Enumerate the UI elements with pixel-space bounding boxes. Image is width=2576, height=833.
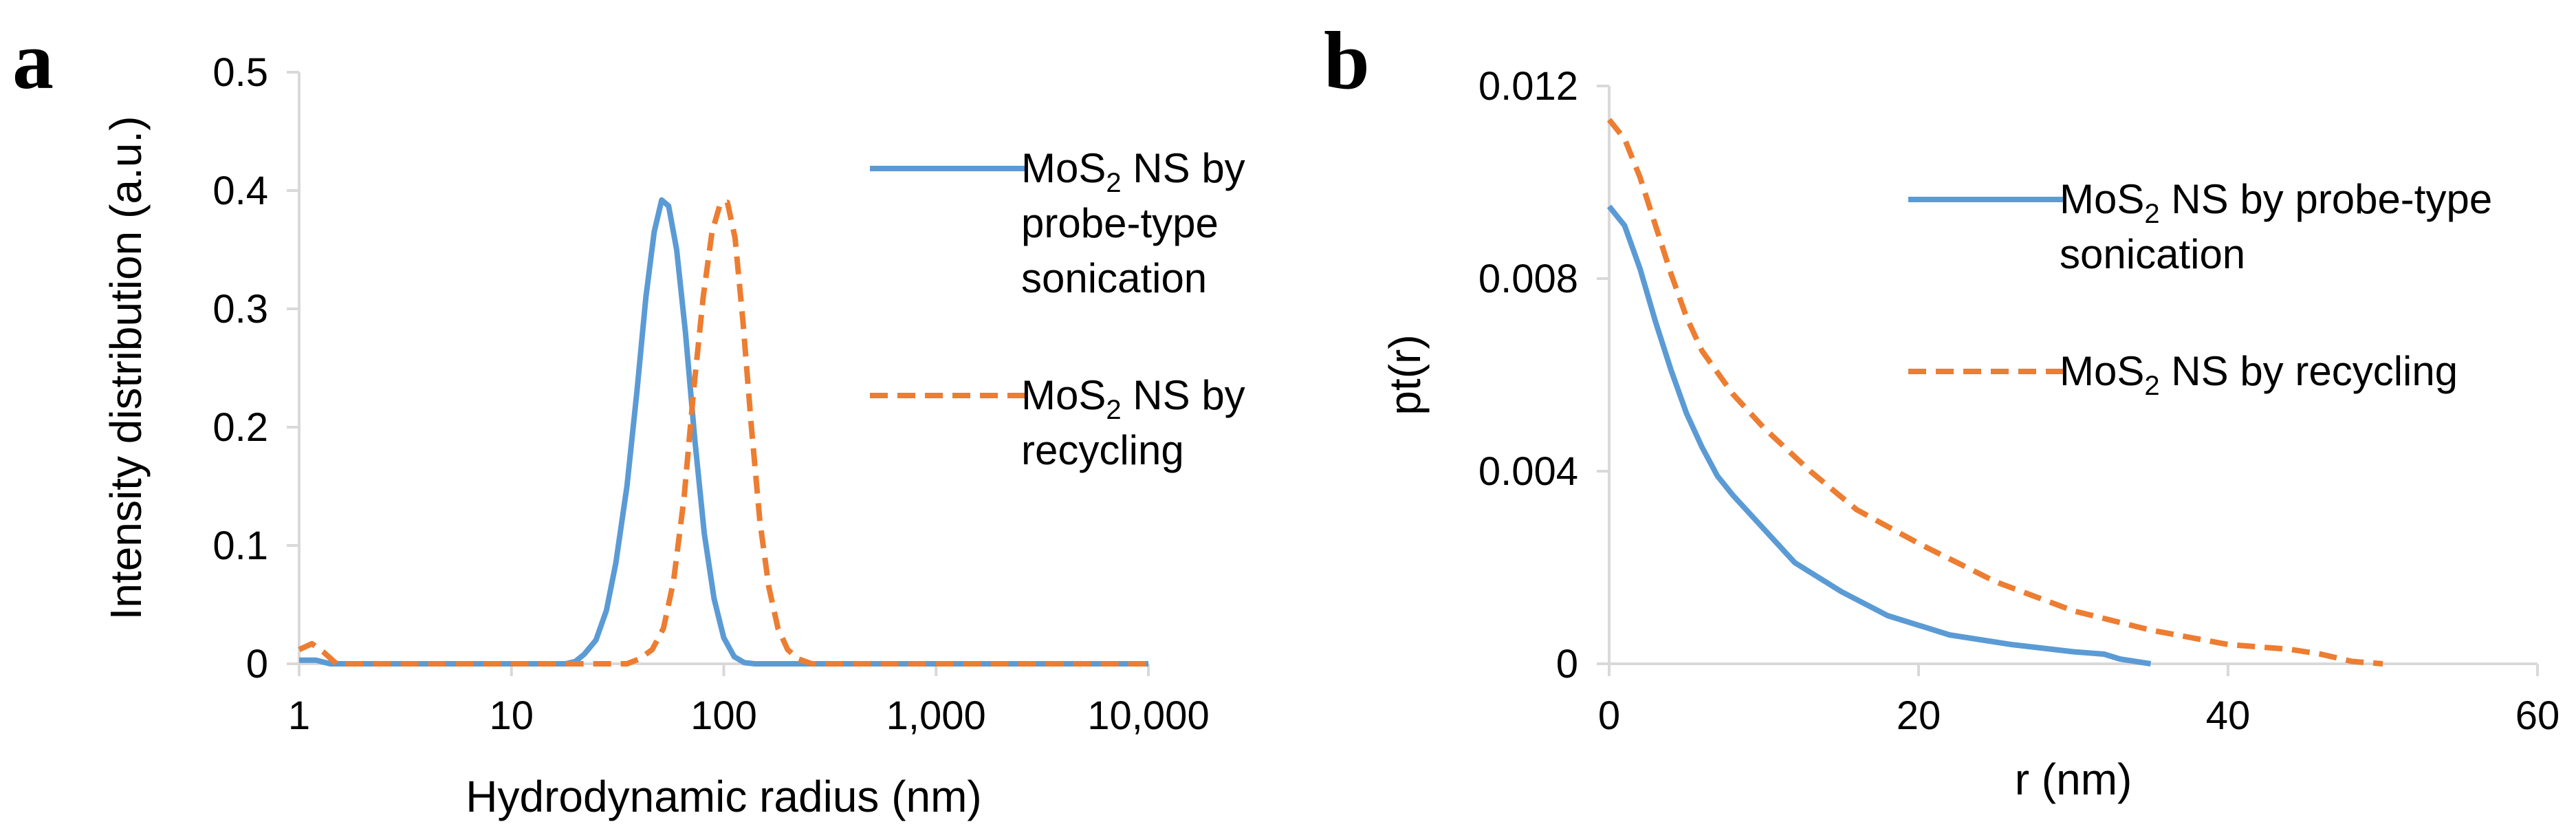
- x-tick-label: 1,000: [886, 693, 986, 738]
- legend-label-2: MoS2 NS by: [1021, 372, 1245, 425]
- legend-label-2: recycling: [1021, 427, 1184, 473]
- legend-label-2: MoS2 NS by recycling: [2060, 348, 2458, 401]
- panel-b: b 0 0.004 0.008 0.012 0 20 40 60 r (nm) pt(r) MoS2 …: [1324, 14, 2559, 804]
- x-tick-label: 10,000: [1087, 693, 1209, 738]
- x-tick-label: 40: [2206, 693, 2251, 738]
- y-axis-title: pt(r): [1380, 334, 1430, 415]
- y-tick-label: 0.012: [1478, 64, 1578, 109]
- panel-label: a: [12, 14, 54, 106]
- y-tick-label: 0.008: [1478, 257, 1578, 301]
- x-tick-label: 0: [1598, 693, 1620, 738]
- panel-a: a 0 0.1 0.2 0.3 0.4 0.5 1 10 100 1,000 10,000 Hydrod…: [12, 14, 1245, 821]
- x-tick-label: 10: [489, 693, 534, 738]
- y-tick-label: 0.1: [212, 523, 268, 568]
- y-tick-label: 0: [1556, 642, 1578, 686]
- y-axis-title: Intensity distribution (a.u.): [101, 116, 151, 620]
- x-tick-label: 20: [1897, 693, 1941, 738]
- legend-label-1: probe-type: [1021, 200, 1219, 246]
- x-tick-label: 1: [288, 693, 310, 738]
- legend-label-1: sonication: [2060, 231, 2245, 277]
- series-line-2: [298, 199, 1148, 667]
- y-tick-label: 0.004: [1478, 449, 1578, 494]
- y-tick-label: 0.2: [212, 405, 268, 450]
- legend-label-1: MoS2 NS by: [1021, 145, 1245, 198]
- legend-label-1: MoS2 NS by probe-type: [2060, 176, 2492, 229]
- series-line-2: [1606, 118, 2383, 667]
- series-line-1: [1606, 204, 2152, 667]
- x-axis-title: r (nm): [2015, 755, 2132, 804]
- legend-label-1: sonication: [1021, 255, 1207, 301]
- y-tick-label: 0.4: [212, 169, 268, 213]
- x-tick-label: 60: [2515, 693, 2560, 738]
- x-tick-label: 100: [690, 693, 757, 738]
- y-tick-label: 0: [246, 642, 268, 686]
- y-tick-label: 0.5: [212, 50, 268, 95]
- y-tick-label: 0.3: [212, 287, 268, 332]
- x-axis-title: Hydrodynamic radius (nm): [466, 772, 981, 821]
- panel-label: b: [1324, 14, 1370, 106]
